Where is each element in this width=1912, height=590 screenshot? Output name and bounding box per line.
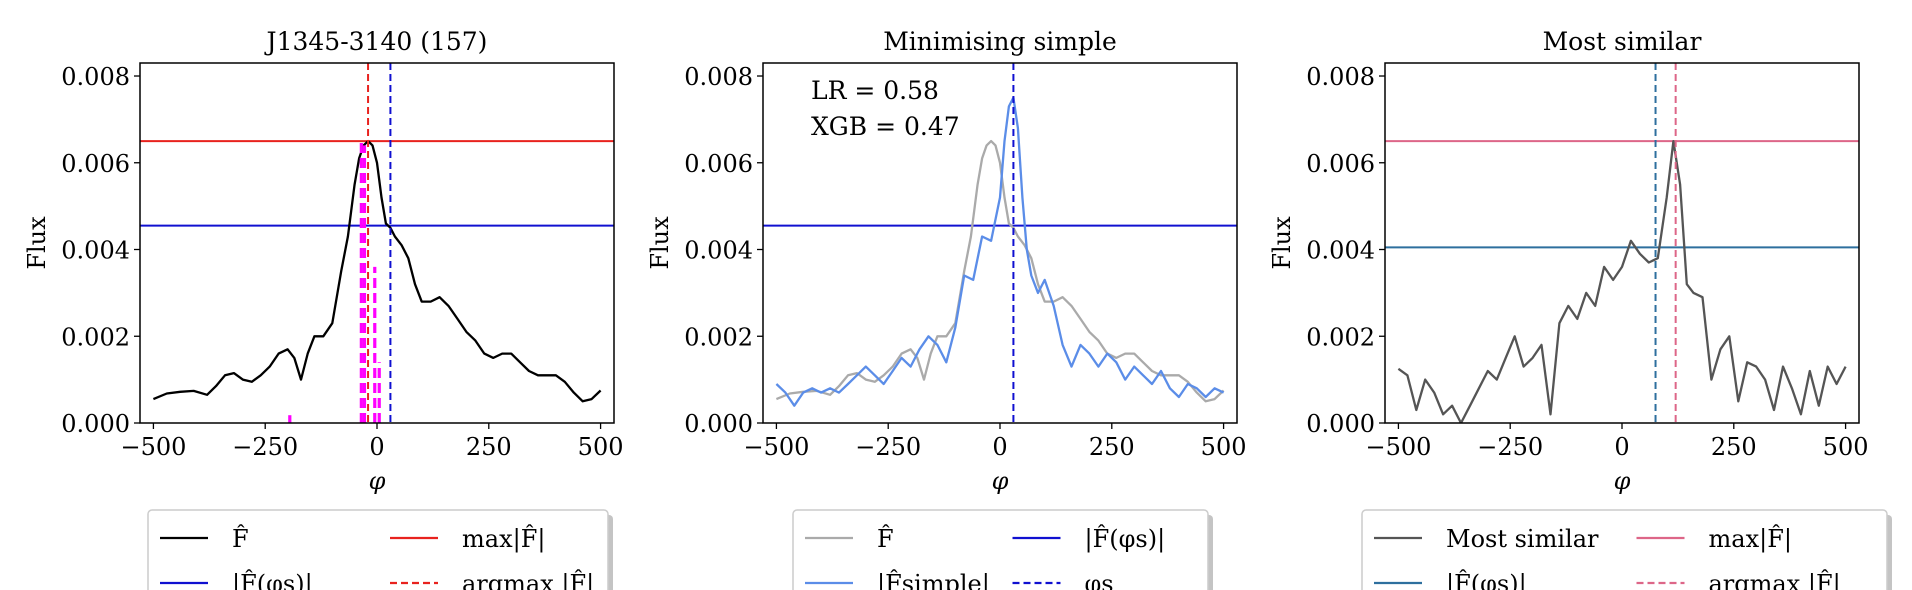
y-tick-label: 0.004	[1306, 237, 1375, 265]
chart-title: J1345-3140 (157)	[264, 27, 488, 56]
x-tick-label: 250	[1711, 433, 1757, 461]
y-tick-label: 0.008	[684, 63, 753, 91]
y-tick-label: 0.006	[61, 150, 130, 178]
x-tick-label: −500	[743, 433, 809, 461]
annotation-0: LR = 0.58	[811, 76, 939, 105]
x-tick-label: 250	[1089, 433, 1135, 461]
y-tick-label: 0.008	[61, 63, 130, 91]
legend-box	[1361, 509, 1888, 590]
legend-label-0: F̂	[877, 525, 894, 553]
y-tick-label: 0.002	[684, 323, 753, 351]
x-tick-label: −250	[1477, 433, 1543, 461]
legend-label-1: |F̂(φs)|	[1085, 525, 1166, 554]
legend-box	[147, 509, 609, 590]
plot-area	[1385, 63, 1859, 423]
series-line-0	[152, 139, 602, 403]
x-tick-label: 0	[1614, 433, 1629, 461]
plot-frame	[139, 62, 615, 424]
x-tick-label: −500	[120, 433, 186, 461]
x-axis-label: φ	[369, 467, 386, 495]
legend-label-3: φs	[1085, 570, 1114, 590]
y-tick-label: 0.004	[684, 237, 753, 265]
legend-label-2: |F̂simple|	[877, 570, 990, 590]
plot-area	[140, 63, 614, 423]
annotation-1: XGB = 0.47	[811, 112, 960, 141]
chart-panel-1: J1345-3140 (157) −500 −250 0 250 500 0.000 0.00…	[23, 27, 623, 590]
plot-frame	[1384, 62, 1860, 424]
x-axis-label: φ	[992, 467, 1009, 495]
x-tick-label: 500	[1201, 433, 1247, 461]
x-tick-label: 500	[1823, 433, 1869, 461]
x-axis-label: φ	[1614, 467, 1631, 495]
series-line-1	[775, 96, 1225, 407]
legend-label-2: |F̂(φs)|	[1446, 570, 1527, 590]
series-line-0	[775, 139, 1225, 403]
y-tick-label: 0.000	[1306, 410, 1375, 438]
y-axis-label: Flux	[1268, 216, 1296, 270]
legend-label-1: max|F̂|	[1709, 525, 1792, 554]
series-line-0	[1397, 139, 1847, 423]
plot-frame	[762, 62, 1238, 424]
x-tick-label: 500	[578, 433, 624, 461]
y-tick-label: 0.000	[684, 410, 753, 438]
chart-title: Minimising simple	[883, 27, 1117, 56]
y-tick-label: 0.008	[1306, 63, 1375, 91]
legend-label-3: argmax |F̂|	[1709, 570, 1841, 590]
legend-label-2: |F̂(φs)|	[232, 570, 313, 590]
legend-label-0: F̂	[232, 525, 249, 553]
legend: Most similar max|F̂| |F̂(φs)| argmax |F̂|	[1361, 509, 1892, 590]
legend-label-3: argmax |F̂|	[462, 570, 594, 590]
x-tick-label: −250	[855, 433, 921, 461]
legend: F̂ max|F̂| |F̂(φs)| argmax |F̂|	[147, 509, 613, 590]
y-tick-label: 0.006	[684, 150, 753, 178]
chart-panel-2: Minimising simple −500 −250 0 250 500 0.000 0.0…	[646, 27, 1246, 590]
y-tick-label: 0.002	[61, 323, 130, 351]
chart-panel-3: Most similar −500 −250 0 250 500 0.000 0.002 0.0…	[1268, 27, 1892, 590]
x-tick-label: −250	[232, 433, 298, 461]
plot-area	[763, 63, 1237, 423]
y-tick-label: 0.006	[1306, 150, 1375, 178]
y-tick-label: 0.002	[1306, 323, 1375, 351]
legend: F̂ |F̂(φs)| |F̂simple| φs	[792, 509, 1213, 590]
x-tick-label: −500	[1365, 433, 1431, 461]
y-axis-label: Flux	[646, 216, 674, 270]
x-tick-label: 0	[992, 433, 1007, 461]
x-tick-label: 250	[466, 433, 512, 461]
legend-label-1: max|F̂|	[462, 525, 545, 554]
x-tick-label: 0	[369, 433, 384, 461]
legend-label-0: Most similar	[1446, 525, 1599, 553]
legend-box	[792, 509, 1209, 590]
y-tick-label: 0.004	[61, 237, 130, 265]
y-axis-label: Flux	[23, 216, 51, 270]
chart-title: Most similar	[1543, 27, 1702, 56]
y-tick-label: 0.000	[61, 410, 130, 438]
